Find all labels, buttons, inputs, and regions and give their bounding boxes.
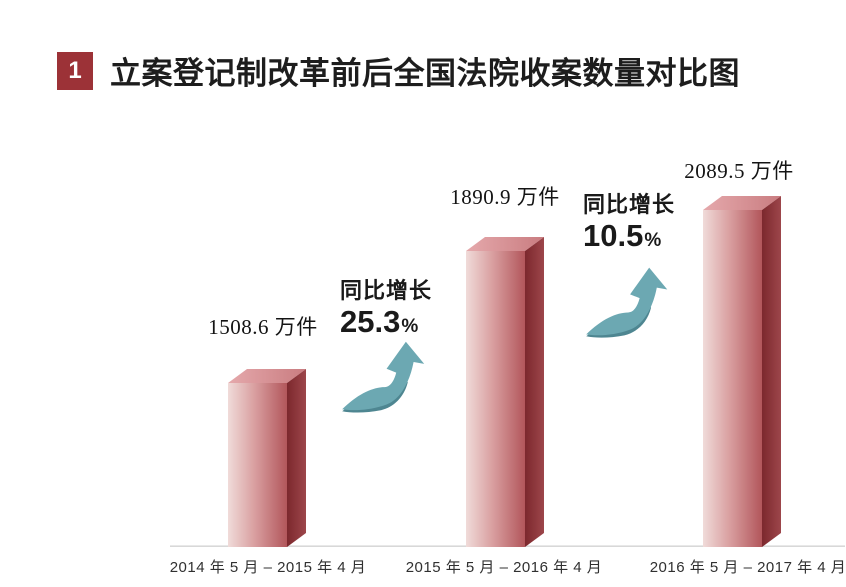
bar-column — [466, 237, 544, 547]
bar-value-label: 2089.5 万件 — [684, 159, 794, 183]
section-number: 1 — [68, 56, 82, 84]
growth-annotation-value: 25.3% — [340, 304, 419, 339]
bar-value-label: 1890.9 万件 — [450, 185, 560, 209]
growth-arrow-icon — [342, 341, 425, 413]
category-label: 2014 年 5 月 – 2015 年 4 月 — [169, 559, 367, 576]
growth-annotation-label: 同比增长 — [583, 192, 676, 217]
bar-column — [228, 369, 306, 547]
chart-title: 立案登记制改革前后全国法院收案数量对比图 — [110, 56, 740, 91]
growth-annotation-value: 10.5% — [583, 218, 662, 253]
category-label: 2015 年 5 月 – 2016 年 4 月 — [405, 559, 603, 576]
growth-annotation: 同比增长 25.3% — [340, 278, 432, 345]
growth-annotation: 同比增长 10.5% — [583, 192, 675, 259]
growth-arrow-icon — [586, 267, 668, 338]
bar-value-label: 1508.6 万件 — [208, 315, 318, 339]
growth-annotation-label: 同比增长 — [340, 278, 433, 303]
chart-header: 1 立案登记制改革前后全国法院收案数量对比图 — [57, 48, 740, 93]
bar-column — [703, 196, 781, 547]
section-number-badge: 1 — [57, 51, 93, 90]
category-label: 2016 年 5 月 – 2017 年 4 月 — [649, 559, 846, 576]
